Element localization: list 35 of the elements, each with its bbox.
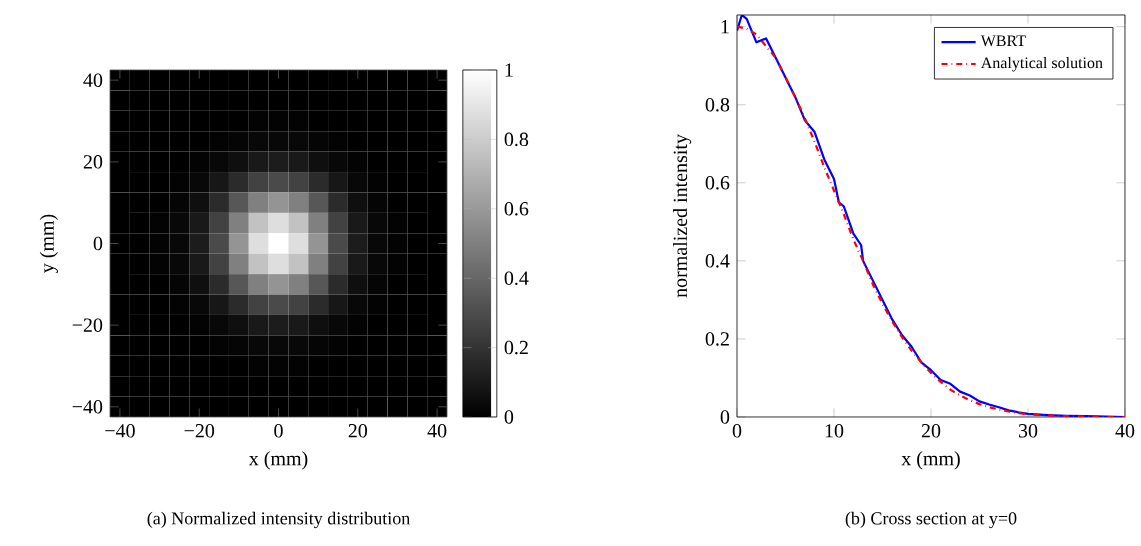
y-axis-title: y (mm) xyxy=(39,214,58,273)
color-bar-label: 0.6 xyxy=(504,202,529,216)
x-axis-title: x (mm) xyxy=(901,451,960,470)
color-bar-label: 0.4 xyxy=(504,271,529,285)
y-tick-label: 0.6 xyxy=(705,176,730,190)
x-tick-label: 0 xyxy=(274,424,283,438)
legend-label: Analytical solution xyxy=(980,56,1103,72)
x-axis-title: x (mm) xyxy=(248,451,308,470)
legend-label: WBRT xyxy=(980,35,1026,47)
y-tick-label: −20 xyxy=(72,318,103,332)
x-tick-label: −20 xyxy=(184,424,215,438)
y-tick-label: 0.4 xyxy=(705,254,730,268)
y-tick-label: −40 xyxy=(72,400,103,414)
color-bar-label: 1 xyxy=(505,63,513,77)
x-tick-label: 30 xyxy=(1018,424,1038,438)
y-tick-label: 20 xyxy=(83,155,103,169)
y-tick-label: 40 xyxy=(83,73,103,87)
x-tick-label: 20 xyxy=(921,424,941,438)
x-tick-label: 0 xyxy=(732,424,742,438)
x-tick-label: 10 xyxy=(825,424,844,438)
y-tick-label: 0.8 xyxy=(705,97,730,112)
x-tick-label: 40 xyxy=(427,424,447,438)
y-tick-label: 1 xyxy=(721,20,729,34)
y-tick-label: 0.2 xyxy=(705,332,729,346)
color-bar-label: 0 xyxy=(504,410,514,424)
y-tick-label: 0 xyxy=(720,410,730,424)
color-bar-label: 0.8 xyxy=(504,132,529,147)
x-tick-label: 40 xyxy=(1115,424,1135,438)
x-tick-label: 20 xyxy=(348,424,368,438)
color-bar-label: 0.2 xyxy=(504,340,528,355)
text: (b) Cross section at y=0 xyxy=(845,511,1017,529)
x-tick-label: −40 xyxy=(105,424,135,438)
y-axis-title: normalized intensity xyxy=(672,134,692,298)
text: (a) Normalized intensity distribution xyxy=(147,511,410,529)
y-tick-label: 0 xyxy=(93,236,103,251)
